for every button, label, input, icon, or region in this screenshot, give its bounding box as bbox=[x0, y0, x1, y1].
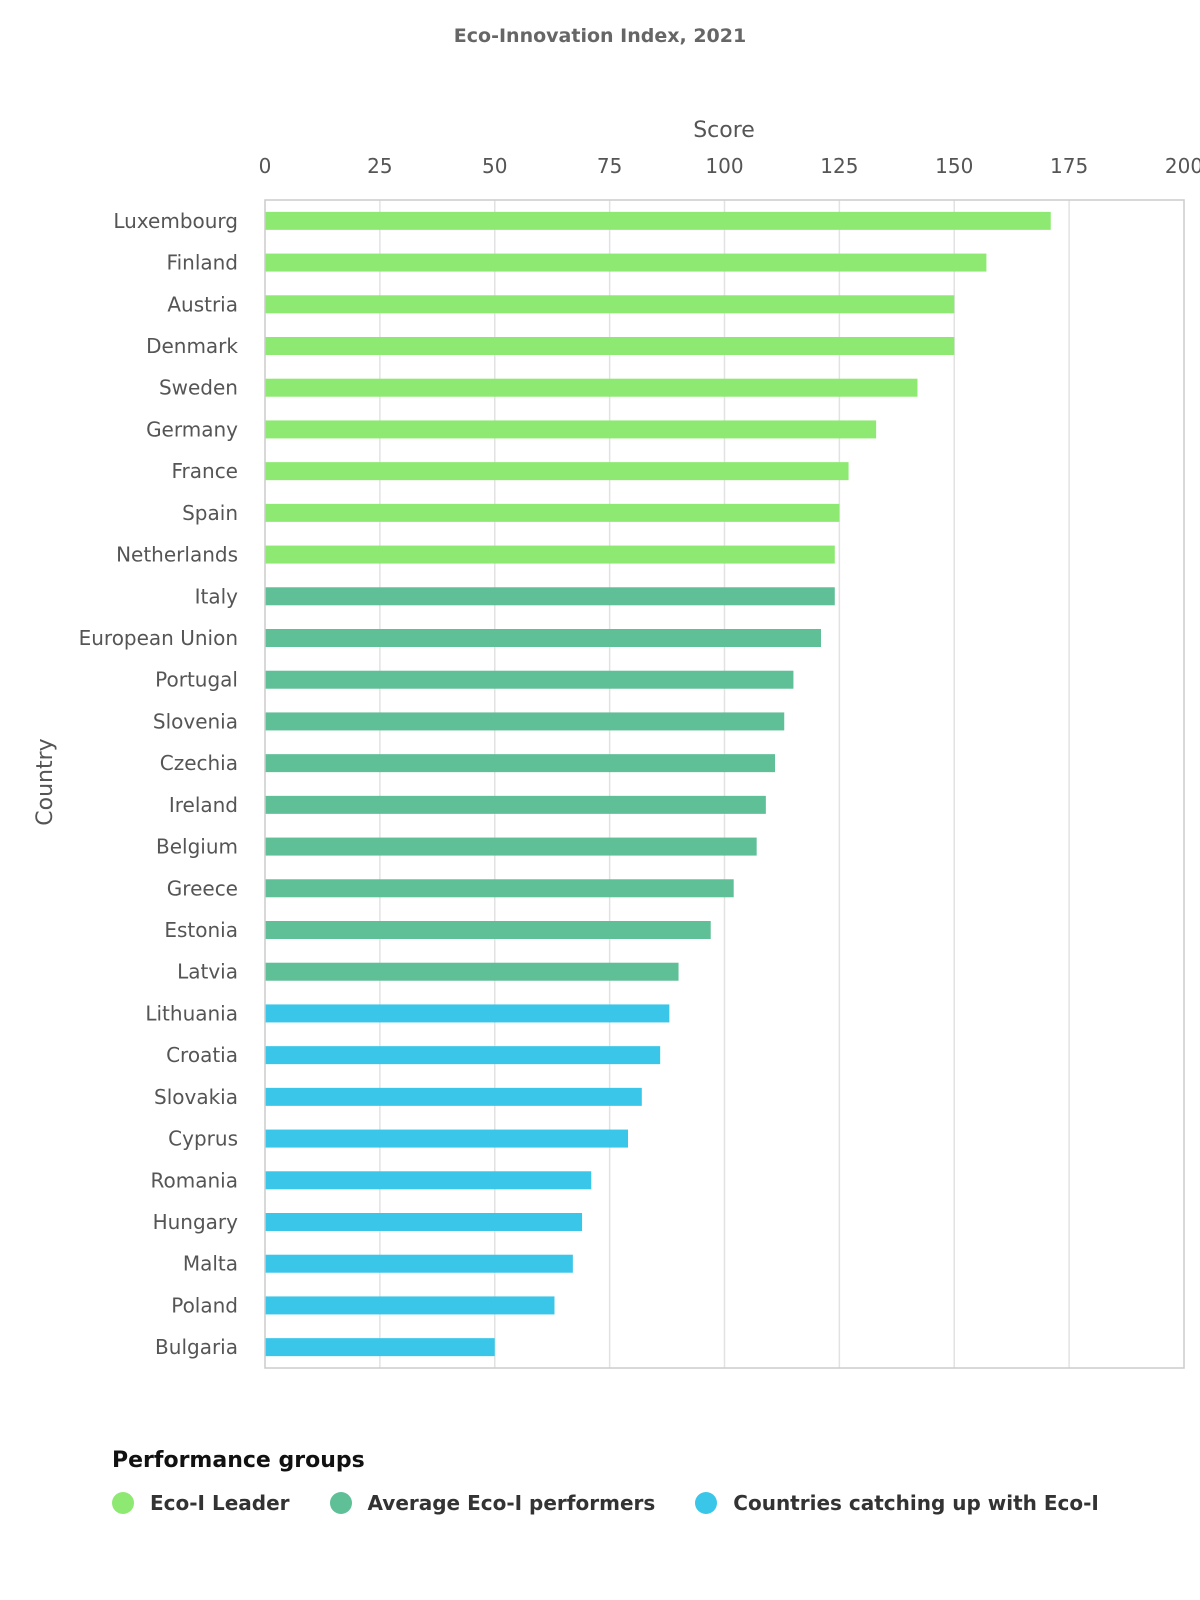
bar-italy[interactable] bbox=[265, 587, 835, 606]
gridlines bbox=[379, 200, 1070, 1368]
bar-greece[interactable] bbox=[265, 879, 734, 898]
x-tick-label: 25 bbox=[367, 154, 392, 178]
legend-label: Countries catching up with Eco-I bbox=[733, 1491, 1099, 1515]
category-label: Austria bbox=[167, 292, 238, 316]
bar-european-union[interactable] bbox=[265, 629, 821, 647]
bar-czechia[interactable] bbox=[265, 754, 776, 773]
bar-belgium[interactable] bbox=[265, 837, 757, 856]
bar-malta[interactable] bbox=[265, 1254, 573, 1273]
bar-latvia[interactable] bbox=[265, 962, 679, 981]
category-label: Netherlands bbox=[116, 543, 238, 567]
category-label: Lithuania bbox=[145, 1001, 238, 1025]
legend: Performance groups Eco-I Leader Average … bbox=[112, 1448, 1172, 1515]
category-label: Poland bbox=[171, 1293, 238, 1317]
category-label: Romania bbox=[151, 1168, 238, 1192]
category-label: Czechia bbox=[160, 751, 238, 775]
category-label: Greece bbox=[167, 876, 238, 900]
legend-dot-icon bbox=[329, 1492, 352, 1514]
x-tick-label: 150 bbox=[935, 154, 973, 178]
bar-lithuania[interactable] bbox=[265, 1004, 670, 1023]
category-label: Denmark bbox=[146, 334, 238, 358]
bar-germany[interactable] bbox=[265, 420, 877, 439]
category-label: Portugal bbox=[155, 668, 238, 692]
x-axis-ticks: 0 25 50 75 100 125 150 175 200 bbox=[259, 154, 1200, 178]
category-label: Slovakia bbox=[154, 1085, 238, 1109]
bar-austria[interactable] bbox=[265, 295, 955, 314]
category-label: Estonia bbox=[164, 918, 238, 942]
legend-dot-icon bbox=[112, 1492, 134, 1514]
bar-poland[interactable] bbox=[265, 1296, 555, 1315]
x-axis-title: Score bbox=[693, 118, 755, 143]
bar-slovakia[interactable] bbox=[265, 1087, 642, 1106]
bar-sweden[interactable] bbox=[265, 378, 918, 397]
bar-france[interactable] bbox=[265, 462, 849, 481]
bar-romania[interactable] bbox=[265, 1171, 592, 1190]
category-label: Hungary bbox=[153, 1210, 239, 1234]
chart-title: Eco-Innovation Index, 2021 bbox=[454, 25, 746, 47]
category-label: France bbox=[171, 459, 238, 483]
category-label: Cyprus bbox=[168, 1127, 238, 1151]
x-tick-label: 50 bbox=[482, 154, 507, 178]
bar-netherlands[interactable] bbox=[265, 545, 835, 564]
x-tick-label: 200 bbox=[1165, 154, 1200, 178]
category-label: European Union bbox=[79, 626, 238, 650]
bar-luxembourg[interactable] bbox=[265, 211, 1051, 230]
legend-items: Eco-I Leader Average Eco-I performers Co… bbox=[112, 1491, 1172, 1515]
bar-estonia[interactable] bbox=[265, 921, 711, 939]
category-label: Latvia bbox=[177, 960, 238, 984]
category-label: Belgium bbox=[156, 835, 238, 859]
category-label: Finland bbox=[167, 251, 238, 275]
x-tick-label: 100 bbox=[705, 154, 743, 178]
legend-item-average-performers[interactable]: Average Eco-I performers bbox=[329, 1491, 656, 1515]
category-label: Spain bbox=[182, 501, 238, 525]
category-labels: Luxembourg Finland Austria Denmark Sweden Ger… bbox=[79, 209, 239, 1359]
bars bbox=[265, 211, 1051, 1357]
bar-slovenia[interactable] bbox=[265, 712, 785, 731]
bar-hungary[interactable] bbox=[265, 1213, 583, 1231]
plot-frame bbox=[264, 199, 1185, 1369]
category-label: Italy bbox=[195, 584, 239, 608]
bar-chart: Eco-Innovation Index, 2021 Score Country… bbox=[33, 25, 1200, 1369]
legend-label: Eco-I Leader bbox=[150, 1491, 290, 1515]
y-axis-title: Country bbox=[33, 738, 58, 825]
category-label: Ireland bbox=[169, 793, 238, 817]
bar-portugal[interactable] bbox=[265, 670, 794, 689]
bar-denmark[interactable] bbox=[265, 337, 955, 355]
x-tick-label: 0 bbox=[259, 154, 272, 178]
bar-spain[interactable] bbox=[265, 503, 840, 522]
category-label: Sweden bbox=[159, 376, 238, 400]
legend-title: Performance groups bbox=[112, 1448, 365, 1473]
x-tick-label: 175 bbox=[1050, 154, 1088, 178]
x-tick-label: 75 bbox=[597, 154, 622, 178]
category-label: Malta bbox=[183, 1252, 238, 1276]
bar-cyprus[interactable] bbox=[265, 1129, 629, 1148]
category-label: Luxembourg bbox=[113, 209, 238, 233]
bar-finland[interactable] bbox=[265, 253, 987, 272]
category-label: Slovenia bbox=[153, 709, 238, 733]
legend-item-eco-i-leader[interactable]: Eco-I Leader bbox=[112, 1491, 290, 1515]
x-tick-label: 125 bbox=[820, 154, 858, 178]
category-label: Bulgaria bbox=[155, 1335, 238, 1359]
legend-item-catching-up[interactable]: Countries catching up with Eco-I bbox=[695, 1491, 1099, 1515]
bar-croatia[interactable] bbox=[265, 1046, 661, 1065]
legend-dot-icon bbox=[695, 1492, 718, 1514]
bar-bulgaria[interactable] bbox=[265, 1338, 495, 1357]
category-label: Germany bbox=[146, 417, 238, 441]
category-label: Croatia bbox=[166, 1043, 238, 1067]
legend-label: Average Eco-I performers bbox=[367, 1491, 656, 1515]
bar-ireland[interactable] bbox=[265, 795, 766, 814]
